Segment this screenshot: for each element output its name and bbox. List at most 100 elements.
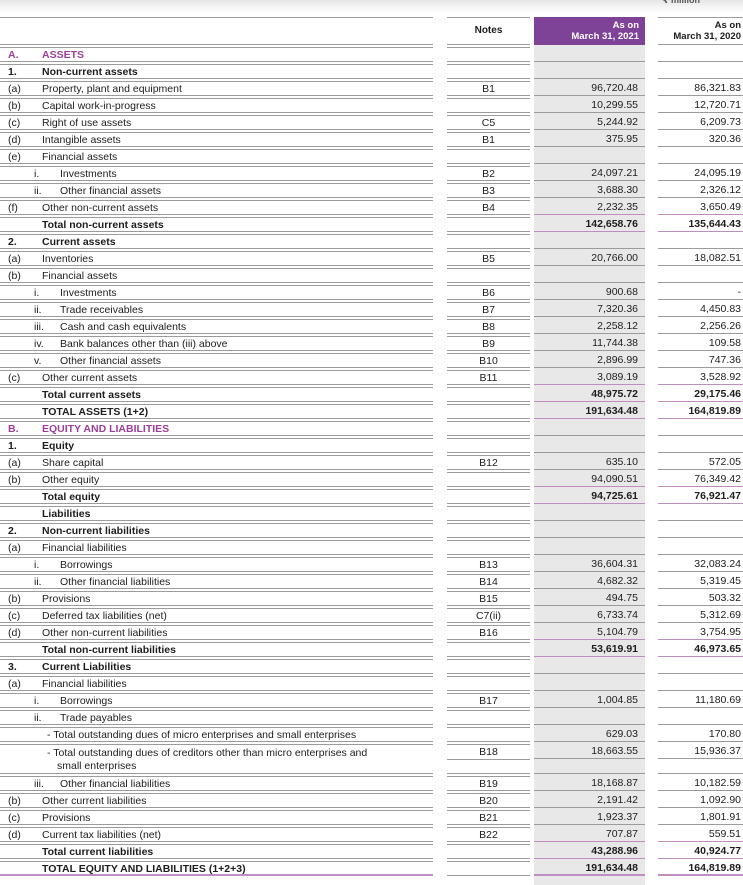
value-2021: 2,258.12 <box>597 320 638 332</box>
table-row: 2. Non-current liabilities <box>0 523 743 538</box>
row-label-cell: 3. Current Liabilities <box>0 659 433 674</box>
row-label-cell: (c) Right of use assets <box>0 115 433 130</box>
value-2020-cell <box>658 523 743 538</box>
row-label-cell: (b) Financial assets <box>0 268 433 283</box>
table-row: (c) Deferred tax liabilities (net) C7(ii) 6… <box>0 608 743 623</box>
value-2020-cell: 2,326.12 <box>658 183 743 198</box>
note-ref-cell: B15 <box>447 591 530 606</box>
value-2020-cell: 12,720.71 <box>658 98 743 113</box>
note-ref-cell <box>447 489 530 504</box>
value-2021: 36,604.31 <box>591 558 638 570</box>
value-2021: 191,634.48 <box>585 405 638 417</box>
note-ref-cell: B10 <box>447 353 530 368</box>
value-2021: 20,766.00 <box>591 252 638 264</box>
table-row: 2. Current assets <box>0 234 743 249</box>
table-row: (c) Other current assets B11 3,089.19 3,528.… <box>0 370 743 385</box>
value-2020-cell: 320.36 <box>658 132 743 147</box>
value-2020: - <box>737 286 742 298</box>
row-label: Equity <box>42 440 75 452</box>
note-ref-cell <box>447 268 530 283</box>
value-2020-cell <box>658 47 743 62</box>
table-row: v. Other financial assets B10 2,896.99 747.3… <box>0 353 743 368</box>
value-2021: 10,299.55 <box>591 99 638 111</box>
row-label-cell: (a) Financial liabilities <box>0 676 433 691</box>
value-2020-cell: 747.36 <box>658 353 743 368</box>
value-2020-cell: 5,319.45 <box>658 574 743 589</box>
value-2021-cell: 6,733.74 <box>534 608 645 623</box>
row-label: Inventories <box>42 253 94 265</box>
row-prefix: iii. <box>34 778 44 790</box>
value-2021: 1,004.85 <box>597 694 638 706</box>
value-2021-cell: 94,725.61 <box>534 489 645 504</box>
row-prefix: (d) <box>8 627 21 639</box>
row-label: Total equity <box>42 491 101 503</box>
value-2021-cell: 2,191.42 <box>534 793 645 808</box>
row-label-cell: ii. Other financial assets <box>0 183 433 198</box>
row-label: Total current liabilities <box>42 846 154 858</box>
row-label-cell: (c) Other current assets <box>0 370 433 385</box>
note-ref-cell <box>447 217 530 232</box>
value-2020: 4,450.83 <box>700 303 741 315</box>
value-2021-cell: 191,634.48 <box>534 861 645 876</box>
table-row: (a) Financial liabilities <box>0 540 743 555</box>
row-label: Liabilities <box>42 508 91 520</box>
note-ref: B3 <box>482 185 495 197</box>
value-2020-cell: 3,650.49 <box>658 200 743 215</box>
value-2020-cell: 11,180.69 <box>658 693 743 708</box>
header-2021-line2: March 31, 2021 <box>571 31 639 42</box>
row-prefix: i. <box>34 168 40 180</box>
value-2020-cell: 18,082.51 <box>658 251 743 266</box>
value-2020-cell: 3,754.95 <box>658 625 743 640</box>
row-label: Financial assets <box>42 270 118 282</box>
value-2020: 29,175.46 <box>694 388 741 400</box>
value-2021: 53,619.91 <box>591 643 638 655</box>
value-2021-cell: 10,299.55 <box>534 98 645 113</box>
row-prefix: 1. <box>8 66 17 78</box>
table-row: - Total outstanding dues of creditors ot… <box>0 744 743 774</box>
row-label: Financial liabilities <box>42 678 127 690</box>
row-prefix: ii. <box>34 304 42 316</box>
value-2020-cell: 1,092.90 <box>658 793 743 808</box>
note-ref-cell: B20 <box>447 793 530 808</box>
value-2020: 164,819.89 <box>688 862 741 874</box>
table-row: (d) Intangible assets B1 375.95 320.36 <box>0 132 743 147</box>
value-2021: 1,923.37 <box>597 811 638 823</box>
note-ref-cell <box>447 676 530 691</box>
row-label: Capital work-in-progress <box>42 100 156 112</box>
value-2021-cell <box>534 710 645 725</box>
note-ref-cell: C7(ii) <box>447 608 530 623</box>
value-2021: 94,725.61 <box>591 490 638 502</box>
value-2020-cell: 10,182.59 <box>658 776 743 791</box>
table-row: (e) Financial assets <box>0 149 743 164</box>
note-ref: B1 <box>482 134 495 146</box>
value-2021: 18,663.55 <box>591 745 638 757</box>
row-prefix <box>0 218 42 231</box>
note-ref: B13 <box>479 559 498 571</box>
value-2020-cell <box>658 268 743 283</box>
value-2020-cell <box>658 506 743 521</box>
row-prefix <box>0 507 42 520</box>
value-2021: 5,104.79 <box>597 626 638 638</box>
row-prefix: (c) <box>8 117 21 129</box>
note-ref: C5 <box>481 117 496 129</box>
value-2020: 559.51 <box>708 828 741 840</box>
note-ref-cell: B3 <box>447 183 530 198</box>
note-ref: B15 <box>479 593 498 605</box>
value-2021-cell <box>534 234 645 249</box>
row-label: Borrowings <box>60 695 113 707</box>
row-prefix: i. <box>34 287 40 299</box>
row-prefix: 2. <box>8 236 17 248</box>
value-2021: 94,090.51 <box>591 473 638 485</box>
note-ref: B22 <box>479 829 498 841</box>
row-label-cell: (c) Deferred tax liabilities (net) <box>0 608 433 623</box>
row-label-cell: (b) Provisions <box>0 591 433 606</box>
value-2020-cell: 164,819.89 <box>658 404 743 419</box>
value-2021-cell: 707.87 <box>534 827 645 842</box>
note-ref: B21 <box>479 812 498 824</box>
row-label-cell: (b) Other current liabilities <box>0 793 433 808</box>
note-ref: B18 <box>479 746 498 758</box>
row-prefix: 1. <box>8 440 17 452</box>
row-label: Current Liabilities <box>42 661 132 673</box>
value-2020: 1,092.90 <box>700 794 741 806</box>
note-ref-cell: B1 <box>447 81 530 96</box>
